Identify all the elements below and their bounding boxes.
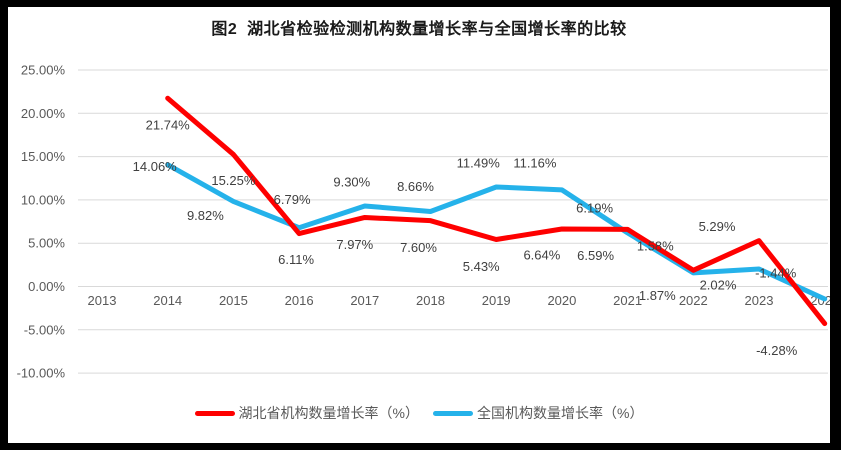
national-data-label: 9.30% <box>333 174 370 189</box>
x-axis-tick-label: 2016 <box>285 293 314 308</box>
y-axis-tick-label: 0.00% <box>28 279 65 294</box>
national-data-label: 9.82% <box>187 208 224 223</box>
x-axis-tick-label: 2018 <box>416 293 445 308</box>
y-axis-tick-label: -5.00% <box>24 322 66 337</box>
x-axis-tick-label: 2023 <box>745 293 774 308</box>
y-axis-tick-label: 5.00% <box>28 236 65 251</box>
hubei-data-label: 21.74% <box>146 118 191 133</box>
legend-label-national: 全国机构数量增长率（%） <box>477 405 644 421</box>
hubei-data-label: 15.25% <box>211 173 256 188</box>
national-data-label: 2.02% <box>700 278 737 293</box>
chart-title: 图2 湖北省检验检测机构数量增长率与全国增长率的比较 <box>211 21 627 38</box>
legend-item-national: 全国机构数量增长率（%） <box>433 403 643 423</box>
national-data-label: -1.44% <box>755 265 797 280</box>
chart-legend: 湖北省机构数量增长率（%） 全国机构数量增长率（%） <box>8 403 830 423</box>
national-data-label: 6.19% <box>576 200 613 215</box>
legend-label-hubei: 湖北省机构数量增长率（%） <box>238 405 419 421</box>
x-axis-tick-label: 2021 <box>613 293 642 308</box>
x-axis-tick-label: 2022 <box>679 293 708 308</box>
x-axis-tick-label: 2013 <box>88 293 117 308</box>
hubei-data-label: 5.29% <box>699 219 736 234</box>
chart-area: 图2 湖北省检验检测机构数量增长率与全国增长率的比较 25.00% 20.00% 1… <box>8 7 830 443</box>
national-growth-line <box>165 162 828 302</box>
x-axis-tick-label: 2020 <box>547 293 576 308</box>
national-data-label: 1.58% <box>637 238 674 253</box>
hubei-data-label: 6.64% <box>523 247 560 262</box>
hubei-data-label: 6.59% <box>577 248 614 263</box>
y-axis-tick-label: 25.00% <box>21 63 66 78</box>
national-data-label: 11.49% <box>457 155 501 170</box>
y-axis-tick-label: -10.00% <box>17 366 66 381</box>
legend-item-hubei: 湖北省机构数量增长率（%） <box>194 403 419 423</box>
x-axis-tick-label: 2015 <box>219 293 248 308</box>
hubei-data-label: 5.43% <box>463 259 500 274</box>
hubei-data-label: 7.60% <box>400 240 437 255</box>
national-data-label: 11.16% <box>513 155 557 170</box>
x-axis-tick-label: 2014 <box>153 293 182 308</box>
hubei-growth-line <box>165 95 828 327</box>
hubei-data-label: 1.87% <box>639 288 676 303</box>
national-data-label: 8.66% <box>397 179 434 194</box>
hubei-data-label: 7.97% <box>336 237 373 252</box>
national-data-label: 6.79% <box>274 192 311 207</box>
x-axis-tick-label: 2017 <box>350 293 379 308</box>
y-axis-tick-label: 20.00% <box>21 106 66 121</box>
hubei-data-label: -4.28% <box>756 343 798 358</box>
y-axis-tick-label: 15.00% <box>21 149 66 164</box>
hubei-data-label: 6.11% <box>278 252 314 267</box>
x-axis-tick-label: 2019 <box>482 293 511 308</box>
y-axis-tick-label: 10.00% <box>21 192 66 207</box>
line-chart-plot: 25.00% 20.00% 15.00% 10.00% 5.00% 0.00% -5.00%… <box>17 63 830 381</box>
national-line-swatch <box>433 410 473 416</box>
national-data-label: 14.06% <box>133 159 178 174</box>
hubei-line-swatch <box>194 410 235 416</box>
